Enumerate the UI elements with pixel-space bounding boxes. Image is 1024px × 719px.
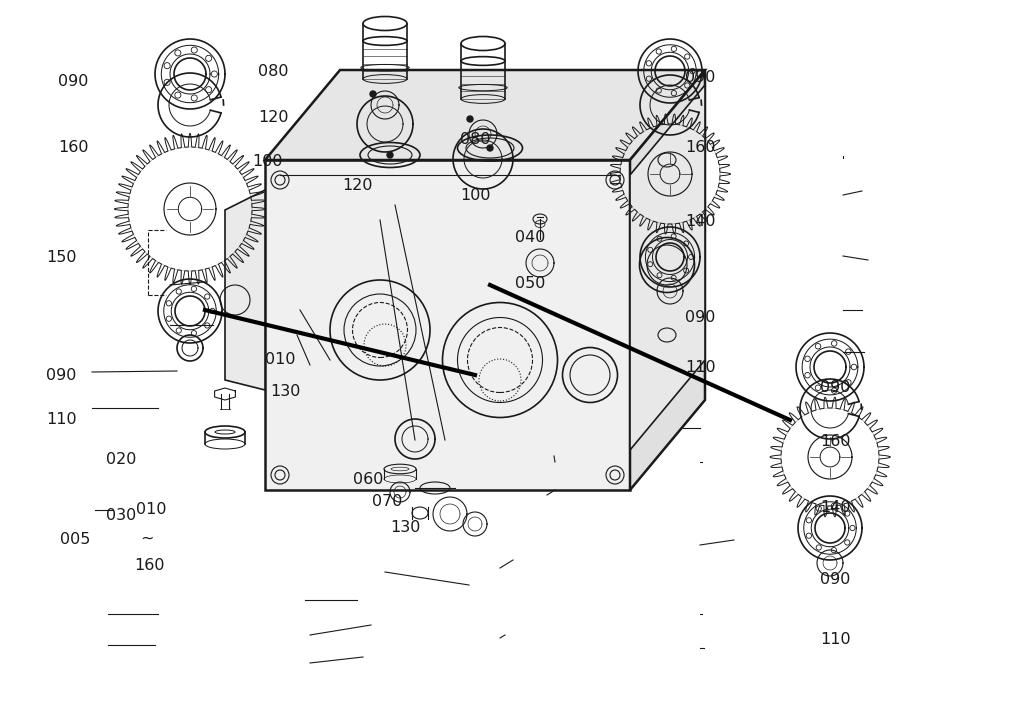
Polygon shape [265, 160, 630, 490]
Polygon shape [630, 70, 705, 490]
Text: 090: 090 [685, 311, 716, 326]
Text: 160: 160 [134, 557, 165, 572]
Text: 060: 060 [353, 472, 383, 487]
Text: 130: 130 [270, 385, 300, 400]
Text: 110: 110 [685, 360, 716, 375]
Text: 160: 160 [820, 434, 851, 449]
Text: 090: 090 [46, 367, 77, 383]
Text: 080: 080 [460, 132, 490, 147]
Ellipse shape [370, 91, 376, 97]
Text: 150: 150 [46, 250, 77, 265]
Text: 130: 130 [390, 521, 421, 536]
Polygon shape [225, 190, 265, 390]
Ellipse shape [487, 145, 493, 151]
Text: 120: 120 [342, 178, 373, 193]
Text: 080: 080 [258, 65, 289, 80]
Text: 120: 120 [258, 111, 289, 126]
Text: 110: 110 [820, 633, 851, 648]
Text: 100: 100 [460, 188, 490, 203]
Text: 020: 020 [106, 452, 136, 467]
Text: 050: 050 [515, 275, 546, 290]
Text: 140: 140 [685, 214, 716, 229]
Text: 160: 160 [685, 140, 716, 155]
Text: 090: 090 [58, 75, 88, 89]
Ellipse shape [467, 116, 473, 122]
Text: 030: 030 [106, 508, 136, 523]
Polygon shape [630, 85, 705, 450]
Text: 090: 090 [820, 380, 850, 395]
Text: 160: 160 [58, 140, 88, 155]
Text: 070: 070 [372, 495, 402, 510]
Text: 010: 010 [265, 352, 296, 367]
Text: 140: 140 [820, 500, 851, 516]
Text: 110: 110 [46, 413, 77, 428]
Text: ~: ~ [140, 531, 154, 546]
Text: 100: 100 [252, 155, 283, 170]
Text: 010: 010 [136, 503, 167, 518]
Text: 005: 005 [60, 533, 90, 547]
Text: 090: 090 [820, 572, 850, 587]
Text: 040: 040 [515, 231, 546, 245]
Polygon shape [265, 70, 705, 160]
Text: 090: 090 [685, 70, 716, 86]
Ellipse shape [387, 152, 393, 158]
